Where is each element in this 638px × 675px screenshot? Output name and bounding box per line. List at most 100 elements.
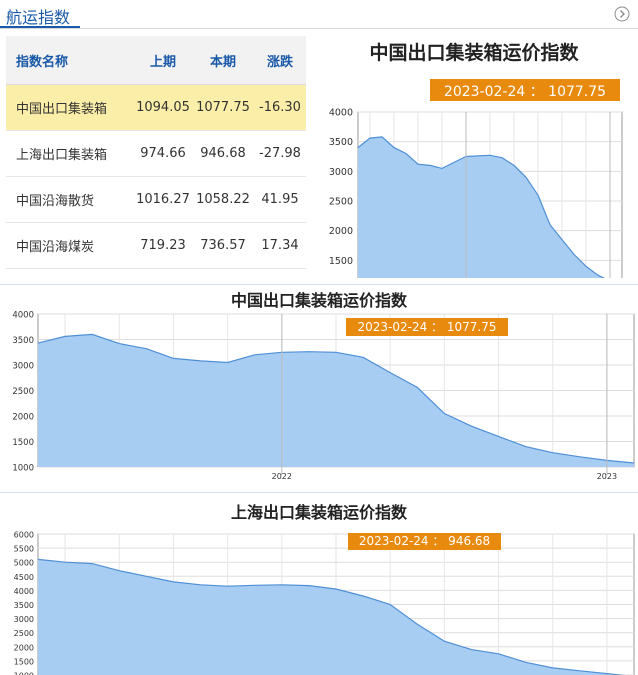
y-tick-label: 3500 xyxy=(14,601,34,610)
data-point xyxy=(489,154,491,156)
y-tick-label: 3500 xyxy=(329,137,353,148)
data-point xyxy=(579,670,581,672)
data-point xyxy=(549,224,551,226)
data-point xyxy=(173,357,175,359)
column-header-prev: 上期 xyxy=(149,54,176,70)
x-tick-label: 2023 xyxy=(597,472,617,481)
chart-title: 中国出口集装箱运价指数 xyxy=(369,42,579,64)
data-point xyxy=(417,163,419,165)
data-point xyxy=(389,604,391,606)
row-change: -27.98 xyxy=(259,146,301,161)
y-tick-label: 1000 xyxy=(12,464,34,474)
data-point xyxy=(200,584,202,586)
y-tick-label: 5000 xyxy=(14,559,34,568)
data-point xyxy=(443,640,445,642)
series-line xyxy=(357,136,606,278)
column-header-change: 涨跌 xyxy=(266,54,293,70)
data-point xyxy=(552,452,554,454)
data-point xyxy=(416,386,418,388)
tooltip-text: 2023-02-24 ： 946.68 xyxy=(359,534,490,548)
y-tick-label: 2000 xyxy=(14,643,34,652)
data-point xyxy=(254,354,256,356)
data-point xyxy=(227,362,229,364)
data-point xyxy=(525,446,527,448)
chart-wide-cn-svg[interactable]: 1000 1500 2000 2500 3000 3500 4000 2022 2023 2023… xyxy=(0,286,638,486)
data-point xyxy=(513,164,515,166)
tooltip-box xyxy=(346,318,508,336)
data-point xyxy=(501,157,503,159)
data-point xyxy=(308,351,310,353)
row-name: 中国沿海散货 xyxy=(16,194,95,209)
data-point xyxy=(633,462,635,464)
series-line xyxy=(37,558,626,675)
data-point xyxy=(254,584,256,586)
data-point xyxy=(393,147,395,149)
section-divider xyxy=(0,284,638,285)
tooltip-box xyxy=(430,79,620,101)
row-change: 41.95 xyxy=(261,192,299,207)
data-point xyxy=(477,155,479,157)
data-point xyxy=(335,588,337,590)
row-prev: 1094.05 xyxy=(136,100,190,115)
row-curr: 1058.22 xyxy=(196,192,250,207)
table-row[interactable]: 中国沿海煤炭 719.23 736.57 17.34 xyxy=(6,223,306,269)
series-area xyxy=(38,559,634,675)
panel-header: 航运指数 xyxy=(0,0,638,30)
tooltip-text: 2023-02-24 ： 1077.75 xyxy=(444,84,606,100)
header-divider xyxy=(0,28,638,29)
panel-title: 航运指数 xyxy=(6,8,71,27)
data-point xyxy=(405,153,407,155)
y-tick-label: 2500 xyxy=(12,387,34,397)
chart-title: 上海出口集装箱运价指数 xyxy=(230,503,407,522)
y-tick-label: 4000 xyxy=(329,108,353,119)
table-row[interactable]: 上海出口集装箱 974.66 946.68 -27.98 xyxy=(6,131,306,177)
data-point xyxy=(118,343,120,345)
series-area xyxy=(38,334,634,467)
row-prev: 1016.27 xyxy=(136,192,190,207)
y-tick-label: 4500 xyxy=(14,573,34,582)
data-point xyxy=(118,570,120,572)
data-point xyxy=(369,137,371,139)
y-tick-label: 3000 xyxy=(12,362,34,372)
data-point xyxy=(145,575,147,577)
data-point xyxy=(37,342,39,344)
table-row[interactable]: 中国出口集装箱 1094.05 1077.75 -16.30 xyxy=(6,85,306,131)
row-curr: 946.68 xyxy=(200,146,246,161)
data-point xyxy=(537,194,539,196)
tooltip-text: 2023-02-24 ： 1077.75 xyxy=(358,320,497,334)
table-header-row: 指数名称 上期 本期 涨跌 xyxy=(6,36,306,85)
table-row[interactable]: 中国沿海散货 1016.27 1058.22 41.95 xyxy=(6,177,306,223)
chart-small-svg[interactable]: 1000150020002500300035004000202220232023… xyxy=(316,34,632,278)
row-prev: 719.23 xyxy=(140,238,186,253)
column-header-name: 指数名称 xyxy=(16,54,69,70)
series-line xyxy=(37,333,635,464)
data-point xyxy=(597,274,599,276)
data-point xyxy=(416,623,418,625)
data-point xyxy=(606,673,608,675)
section-divider xyxy=(0,492,638,493)
y-tick-label: 3000 xyxy=(329,167,353,178)
data-point xyxy=(308,585,310,587)
row-curr: 1077.75 xyxy=(196,100,250,115)
data-point xyxy=(498,653,500,655)
chart-wide-sh-svg[interactable]: 1000 1500 2000 2500 3000 3500 4000 4500 5000 5500… xyxy=(0,496,638,675)
data-point xyxy=(552,667,554,669)
x-tick-label: 2022 xyxy=(272,472,292,481)
y-tick-label: 4000 xyxy=(14,587,34,596)
row-name: 上海出口集装箱 xyxy=(16,148,108,163)
data-point xyxy=(362,595,364,597)
chart-wide-sh: 上海出口集装箱运价指数 1000 1500 2000 2500 3000 3500 4000… xyxy=(0,496,638,675)
data-point xyxy=(443,413,445,415)
data-point xyxy=(281,584,283,586)
y-tick-label: 1500 xyxy=(14,657,34,666)
row-change: -16.30 xyxy=(259,100,301,115)
data-point xyxy=(362,356,364,358)
data-point xyxy=(173,581,175,583)
data-point xyxy=(64,335,66,337)
data-point xyxy=(579,456,581,458)
y-tick-label: 5500 xyxy=(14,545,34,554)
y-tick-label: 2000 xyxy=(12,413,34,423)
chevron-right-circle-icon[interactable] xyxy=(614,6,630,22)
data-point xyxy=(441,167,443,169)
tooltip-box xyxy=(348,533,501,550)
